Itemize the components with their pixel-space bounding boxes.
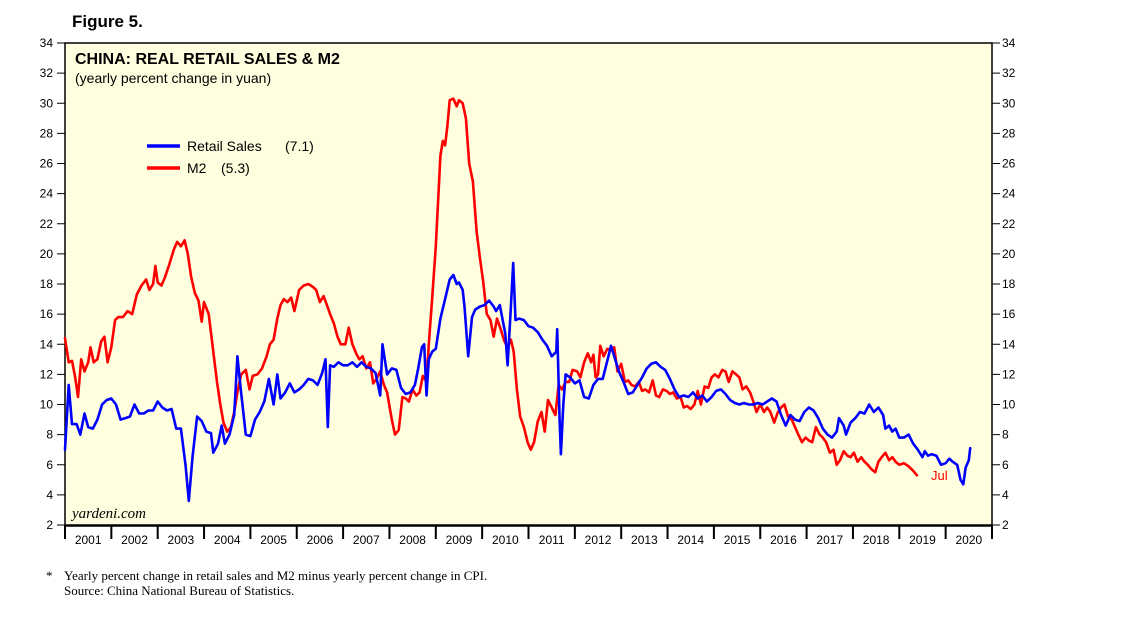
- x-tick-label: 2005: [260, 533, 287, 547]
- y-tick-label-left: 14: [40, 337, 54, 351]
- y-tick-label-right: 10: [1002, 398, 1016, 412]
- m2-line: [63, 97, 919, 477]
- x-tick-label: 2006: [307, 533, 334, 547]
- footnote: * Yearly percent change in retail sales a…: [46, 568, 487, 598]
- x-tick-label: 2011: [539, 533, 565, 547]
- y-tick-label-right: 16: [1002, 307, 1016, 321]
- x-tick-label: 2003: [168, 533, 195, 547]
- y-tick-label-right: 2: [1002, 518, 1009, 532]
- x-tick-label: 2007: [353, 533, 380, 547]
- footnote-source: Source: China National Bureau of Statist…: [64, 583, 295, 598]
- legend-retail-value: (7.1): [285, 138, 314, 154]
- y-tick-label-right: 18: [1002, 277, 1016, 291]
- y-tick-label-right: 12: [1002, 367, 1016, 381]
- x-tick-label: 2018: [863, 533, 890, 547]
- y-tick-label-left: 16: [40, 307, 54, 321]
- x-tick-label: 2002: [121, 533, 148, 547]
- y-tick-label-left: 12: [40, 367, 54, 381]
- end-annotation: Jul: [931, 468, 948, 483]
- y-tick-label-right: 6: [1002, 458, 1009, 472]
- chart-subtitle: (yearly percent change in yuan): [75, 70, 271, 86]
- y-tick-label-left: 22: [40, 217, 54, 231]
- x-tick-label: 2009: [446, 533, 473, 547]
- watermark: yardeni.com: [70, 506, 146, 522]
- x-tick-label: 2001: [75, 533, 102, 547]
- y-tick-label-left: 20: [40, 247, 54, 261]
- y-tick-label-left: 30: [40, 96, 54, 110]
- legend-m2-label: M2: [187, 160, 207, 176]
- y-tick-label-right: 34: [1002, 36, 1016, 50]
- x-tick-label: 2004: [214, 533, 241, 547]
- y-tick-label-left: 2: [46, 518, 53, 532]
- footnote-line1: Yearly percent change in retail sales an…: [64, 568, 488, 583]
- legend-m2-value: (5.3): [221, 160, 250, 176]
- y-tick-label-right: 14: [1002, 337, 1016, 351]
- x-tick-label: 2010: [492, 533, 519, 547]
- x-tick-label: 2015: [724, 533, 751, 547]
- x-tick-label: 2017: [816, 533, 843, 547]
- x-tick-label: 2019: [909, 533, 936, 547]
- y-tick-label-left: 10: [40, 398, 54, 412]
- retail-sales-line: [63, 261, 972, 503]
- footnote-marker: *: [46, 568, 53, 583]
- y-tick-label-right: 4: [1002, 488, 1009, 502]
- y-tick-label-left: 34: [40, 36, 54, 50]
- legend: Retail Sales (7.1) M2 (5.3): [147, 138, 314, 176]
- x-tick-label: 2014: [677, 533, 704, 547]
- series-layer: [63, 97, 972, 503]
- y-tick-label-right: 8: [1002, 428, 1009, 442]
- y-tick-label-right: 32: [1002, 66, 1016, 80]
- legend-retail-label: Retail Sales: [187, 138, 262, 154]
- y-tick-label-left: 8: [46, 428, 53, 442]
- y-tick-label-right: 20: [1002, 247, 1016, 261]
- x-tick-label: 2020: [955, 533, 982, 547]
- y-tick-label-left: 24: [40, 187, 54, 201]
- x-tick-label: 2016: [770, 533, 797, 547]
- x-tick-label: 2013: [631, 533, 658, 547]
- figure-label: Figure 5.: [72, 12, 143, 31]
- y-tick-label-right: 22: [1002, 217, 1016, 231]
- y-tick-label-right: 26: [1002, 157, 1016, 171]
- chart-title: CHINA: REAL RETAIL SALES & M2: [75, 51, 340, 68]
- y-tick-label-right: 30: [1002, 96, 1016, 110]
- y-tick-label-left: 4: [46, 488, 53, 502]
- x-tick-label: 2008: [399, 533, 426, 547]
- y-tick-label-left: 6: [46, 458, 53, 472]
- y-tick-label-right: 24: [1002, 187, 1016, 201]
- y-tick-label-left: 18: [40, 277, 54, 291]
- y-tick-label-left: 26: [40, 157, 54, 171]
- y-tick-label-left: 28: [40, 126, 54, 140]
- y-tick-label-right: 28: [1002, 126, 1016, 140]
- x-axis: 2001 2002 2003 2004 2005 2006 2007 2008 2009 2010…: [64, 525, 993, 547]
- x-tick-label: 2012: [585, 533, 612, 547]
- y-tick-label-left: 32: [40, 66, 54, 80]
